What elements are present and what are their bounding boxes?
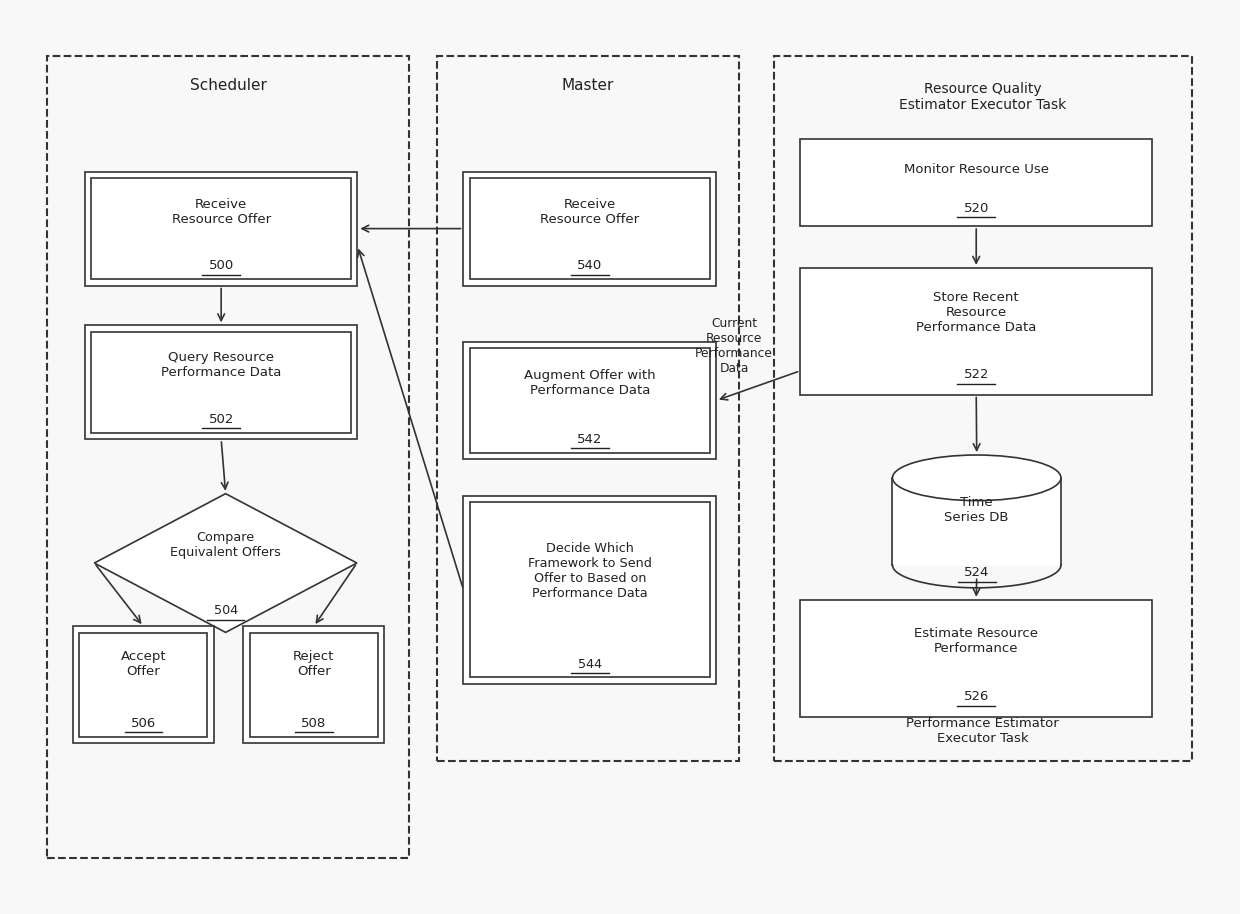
Bar	[800, 268, 1152, 395]
Text: 500: 500	[208, 260, 234, 272]
Text: 504: 504	[213, 604, 238, 617]
Bar	[464, 495, 717, 684]
Text: Receive
Resource Offer: Receive Resource Offer	[171, 197, 270, 226]
Text: Accept
Offer: Accept Offer	[120, 650, 166, 678]
Text: 506: 506	[130, 717, 156, 730]
Bar	[250, 632, 378, 737]
Bar	[800, 600, 1152, 717]
Text: 520: 520	[963, 202, 990, 215]
FancyBboxPatch shape	[774, 56, 1192, 761]
Text: Decide Which
Framework to Send
Offer to Based on
Performance Data: Decide Which Framework to Send Offer to …	[528, 542, 652, 600]
Bar	[84, 325, 357, 439]
Text: 540: 540	[577, 260, 603, 272]
Bar	[464, 342, 717, 459]
Text: Compare
Equivalent Offers: Compare Equivalent Offers	[170, 531, 281, 559]
Text: 522: 522	[963, 368, 990, 381]
Text: Augment Offer with
Performance Data: Augment Offer with Performance Data	[525, 369, 656, 397]
Polygon shape	[94, 494, 357, 632]
Bar	[92, 178, 351, 279]
Bar	[92, 332, 351, 432]
FancyBboxPatch shape	[436, 56, 739, 761]
Bar	[464, 172, 717, 285]
Bar	[79, 632, 207, 737]
Text: Current
Resource
Performance
Data: Current Resource Performance Data	[694, 317, 773, 375]
Text: 544: 544	[578, 657, 601, 671]
Text: Query Resource
Performance Data: Query Resource Performance Data	[161, 351, 281, 379]
Text: 508: 508	[301, 717, 326, 730]
Text: Reject
Offer: Reject Offer	[293, 650, 335, 678]
Bar	[470, 178, 709, 279]
Ellipse shape	[893, 455, 1061, 501]
Text: Resource Quality
Estimator Executor Task: Resource Quality Estimator Executor Task	[899, 82, 1066, 112]
Text: 502: 502	[208, 413, 234, 426]
Text: Monitor Resource Use: Monitor Resource Use	[904, 163, 1049, 176]
Text: 524: 524	[963, 567, 990, 579]
Bar	[73, 626, 213, 743]
Bar	[893, 478, 1061, 565]
Bar	[470, 502, 709, 677]
Text: Time
Series DB: Time Series DB	[945, 495, 1009, 524]
Text: Store Recent
Resource
Performance Data: Store Recent Resource Performance Data	[916, 291, 1037, 334]
Bar	[800, 139, 1152, 226]
Bar	[84, 172, 357, 285]
Text: Scheduler: Scheduler	[190, 78, 267, 93]
FancyBboxPatch shape	[47, 56, 409, 858]
Bar	[243, 626, 384, 743]
Text: Performance Estimator
Executor Task: Performance Estimator Executor Task	[906, 717, 1059, 746]
Text: Receive
Resource Offer: Receive Resource Offer	[541, 197, 640, 226]
Text: Estimate Resource
Performance: Estimate Resource Performance	[914, 627, 1038, 654]
Text: Master: Master	[562, 78, 614, 93]
Text: 526: 526	[963, 690, 990, 703]
Bar	[470, 348, 709, 452]
Text: 542: 542	[577, 432, 603, 446]
